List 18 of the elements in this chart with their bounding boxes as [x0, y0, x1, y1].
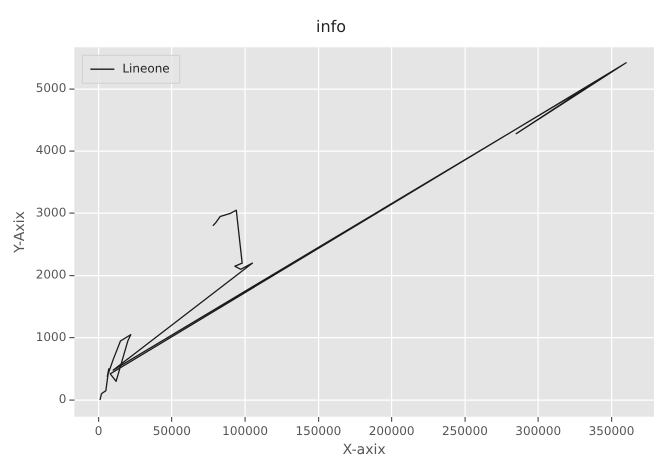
y-tick-label: 2000 — [36, 268, 66, 282]
x-tick-label: 200000 — [368, 424, 415, 438]
x-tick-label: 150000 — [295, 424, 342, 438]
x-tick-label: 300000 — [515, 424, 562, 438]
x-tick-label: 50000 — [152, 424, 191, 438]
x-tick-label: 250000 — [442, 424, 488, 438]
x-tick-label: 350000 — [588, 424, 634, 438]
y-tick-label: 4000 — [36, 143, 66, 158]
x-tick-label: 0 — [94, 424, 102, 438]
chart-title: info — [316, 16, 346, 36]
legend-label: Lineone — [122, 61, 170, 76]
y-axis-title: Y-Axix — [12, 211, 28, 254]
y-tick-label: 3000 — [36, 205, 66, 220]
x-tick-label: 100000 — [222, 424, 268, 438]
x-axis-title: X-axix — [342, 442, 386, 458]
y-tick-label: 5000 — [36, 81, 66, 96]
y-tick-label: 0 — [58, 392, 66, 406]
y-tick-label: 1000 — [36, 330, 66, 344]
